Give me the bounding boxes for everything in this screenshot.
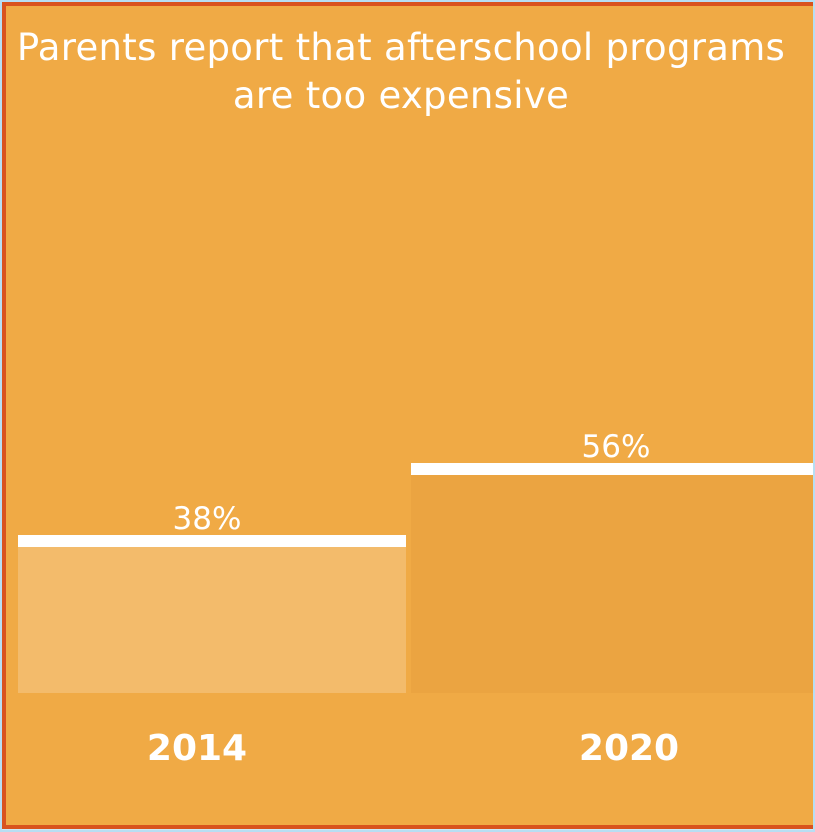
value-label-2014: 38% — [173, 501, 242, 537]
chart-title: Parents report that afterschool programs… — [16, 26, 786, 117]
bar-2020 — [411, 469, 815, 693]
category-label-2020: 2020 — [579, 728, 679, 769]
category-label-2014: 2014 — [147, 728, 247, 769]
value-label-2020: 56% — [582, 429, 651, 465]
bar-2014 — [18, 541, 406, 693]
bar-cap-2014 — [18, 535, 406, 547]
bar-cap-2020 — [411, 463, 815, 475]
